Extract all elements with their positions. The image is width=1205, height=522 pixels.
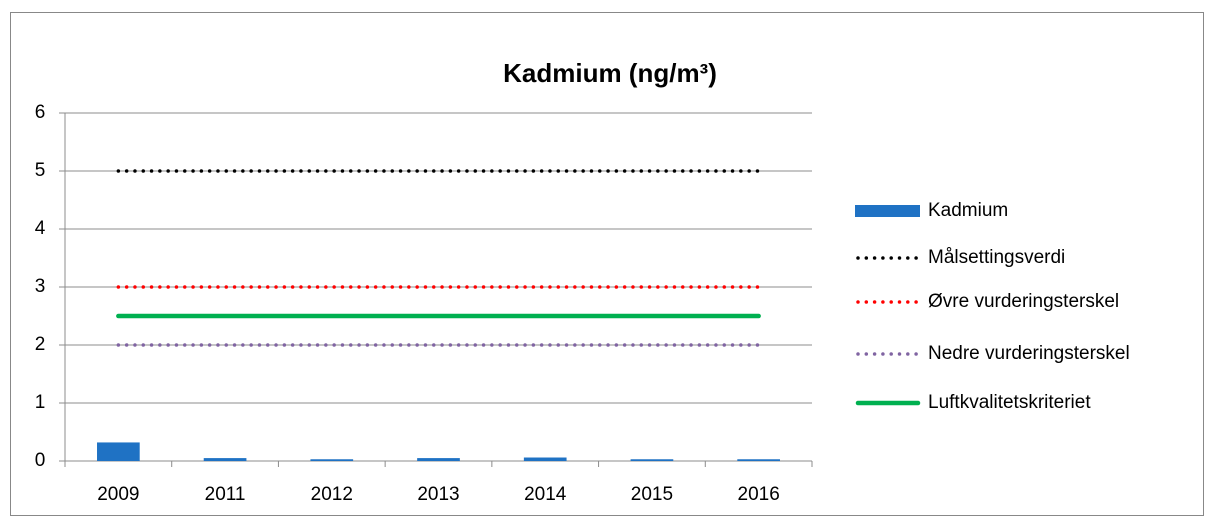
- y-tick-label: 3: [35, 276, 46, 297]
- legend-swatch: [855, 205, 920, 217]
- legend-label: Nedre vurderingsterskel: [928, 343, 1130, 364]
- legend-label: Luftkvalitetskriteriet: [928, 392, 1091, 413]
- legend-label: Kadmium: [928, 200, 1008, 221]
- y-tick-label: 5: [35, 160, 46, 181]
- x-tick-label: 2015: [631, 484, 673, 505]
- y-tick-label: 6: [35, 102, 46, 123]
- y-tick-label: 0: [35, 450, 46, 471]
- x-tick-label: 2009: [97, 484, 139, 505]
- legend-label: Øvre vurderingsterskel: [928, 291, 1119, 312]
- x-tick-label: 2014: [524, 484, 567, 505]
- bar: [523, 457, 567, 461]
- bar: [630, 459, 674, 461]
- x-tick-label: 2012: [311, 484, 353, 505]
- chart-border: [10, 12, 1204, 516]
- bar: [310, 459, 354, 461]
- y-tick-label: 1: [35, 392, 46, 413]
- y-tick-label: 2: [35, 334, 46, 355]
- legend-label: Målsettingsverdi: [928, 247, 1065, 268]
- bar: [97, 442, 140, 461]
- x-tick-label: 2013: [417, 484, 459, 505]
- bar: [737, 459, 780, 461]
- y-tick-label: 4: [35, 218, 46, 239]
- bar: [417, 458, 460, 461]
- chart-title: Kadmium (ng/m³): [503, 58, 717, 88]
- x-tick-label: 2016: [738, 484, 780, 505]
- bar: [203, 458, 247, 461]
- x-tick-label: 2011: [205, 484, 246, 505]
